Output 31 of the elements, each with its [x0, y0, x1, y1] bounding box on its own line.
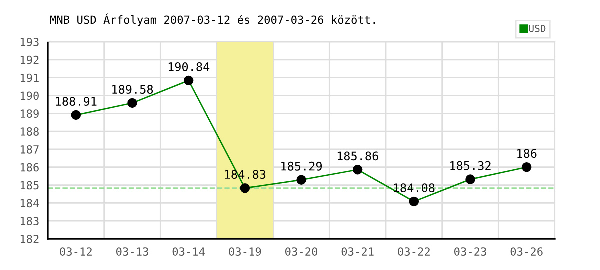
data-label: 185.32 — [450, 161, 491, 170]
data-label: 189.58 — [112, 85, 154, 94]
y-tick-label: 191 — [20, 74, 39, 82]
y-tick-label: 185 — [20, 181, 39, 190]
x-tick-label: 03-22 — [398, 248, 430, 256]
data-label: 186 — [518, 149, 537, 158]
y-tick-label: 190 — [20, 92, 39, 100]
legend-label: USD — [529, 24, 546, 32]
x-tick-label: 03-26 — [510, 248, 543, 256]
x-tick-label: 03-13 — [116, 248, 148, 256]
y-tick-label: 182 — [20, 235, 39, 244]
data-label: 185.29 — [282, 162, 322, 171]
x-tick-label: 03-20 — [286, 248, 318, 256]
y-tick-label: 183 — [20, 217, 39, 226]
y-tick-label: 189 — [20, 110, 39, 118]
chart-title: MNB USD Árfolyam 2007-03-12 és 2007-03-26 között. — [50, 14, 376, 26]
data-label: 188.91 — [56, 97, 97, 106]
data-label: 185.86 — [338, 152, 378, 161]
y-tick-label: 186 — [20, 163, 39, 172]
y-tick-label: 193 — [20, 38, 39, 46]
x-tick-label: 03-12 — [60, 248, 92, 256]
y-tick-label: 192 — [20, 56, 39, 64]
y-tick-label: 187 — [20, 145, 39, 154]
x-tick-label: 03-14 — [172, 248, 206, 256]
y-tick-label: 188 — [20, 128, 39, 136]
data-label: 190.84 — [168, 62, 210, 72]
x-tick-label: 03-21 — [342, 248, 374, 256]
x-tick-label: 03-23 — [454, 248, 486, 256]
y-tick-label: 184 — [20, 199, 40, 208]
data-label: 184.08 — [394, 184, 435, 193]
x-tick-label: 03-19 — [229, 248, 262, 256]
